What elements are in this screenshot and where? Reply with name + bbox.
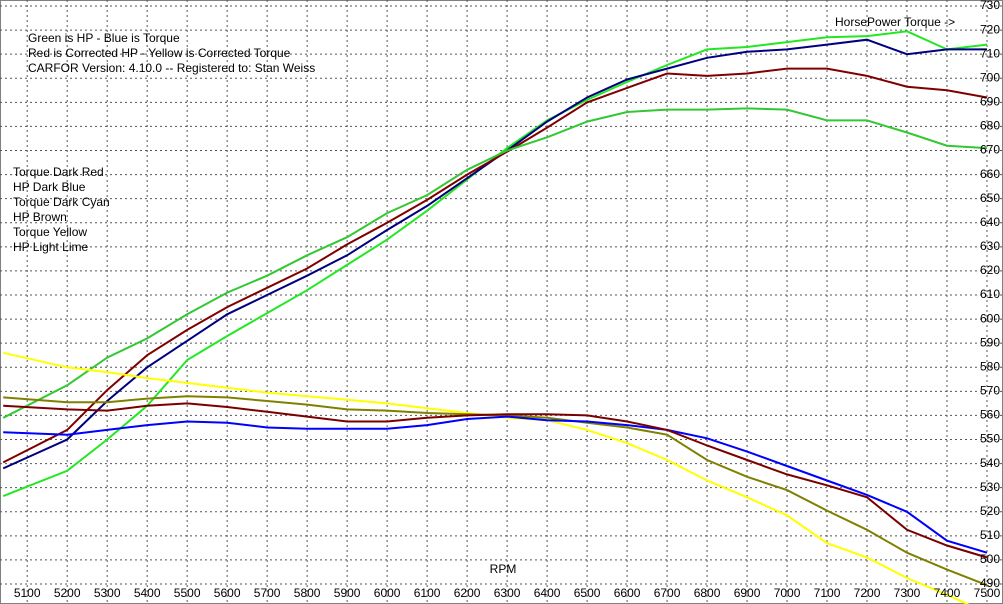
series-line (2, 67, 988, 464)
y-tick-label: 490 (980, 576, 1000, 590)
y-tick-label: 630 (980, 239, 1000, 253)
labels: 490 500 510 520 530 540 550 560 570 580 590 600 610 6… (13, 0, 1001, 600)
plot-lines (2, 30, 988, 604)
x-tick-label: 5500 (174, 586, 201, 600)
x-tick-label: 6600 (614, 586, 641, 600)
x-tick-label: 6900 (734, 586, 761, 600)
legend-text: HP Dark Blue (13, 180, 86, 194)
y-tick-label: 580 (980, 359, 1000, 373)
note: Green is HP - Blue is Torque (28, 31, 180, 45)
x-tick-label: 5300 (94, 586, 121, 600)
y-tick-label: 610 (980, 287, 1000, 301)
x-tick-label: 6400 (534, 586, 561, 600)
x-tick-label: 6300 (494, 586, 521, 600)
y-tick-label: 690 (980, 95, 1000, 109)
y-tick-label: 620 (980, 263, 1000, 277)
series-line (2, 351, 970, 604)
series-line (3, 395, 988, 587)
y-tick-label: 710 (980, 46, 1000, 60)
y-tick-label: 650 (980, 191, 1000, 205)
series-line (2, 30, 988, 498)
x-tick-label: 6500 (574, 586, 601, 600)
y-tick-label: 550 (980, 432, 1000, 446)
legend-text: Torque Dark Cyan (13, 195, 110, 209)
note: Red is Corrected HP - Yellow is Correcte… (28, 46, 291, 60)
y-tick-label: 680 (980, 119, 1000, 133)
y-tick-label: 730 (980, 0, 1000, 12)
y-tick-label: 720 (980, 22, 1000, 36)
series-line (3, 402, 988, 559)
x-tick-label: 7000 (774, 586, 801, 600)
y-tick-label: 530 (980, 480, 1000, 494)
x-tick-label: 5100 (14, 586, 41, 600)
note: CARFOR Version: 4.10.0 -- Registered to:… (28, 61, 315, 75)
y-tick-label: 590 (980, 335, 1000, 349)
y-tick-label: 500 (980, 552, 1000, 566)
x-tick-label: 7200 (854, 586, 881, 600)
y-tick-label: 670 (980, 143, 1000, 157)
legend-text: HP Light Lime (13, 240, 88, 254)
y-tick-label: 700 (980, 70, 1000, 84)
x-tick-label: 7100 (814, 586, 841, 600)
x-tick-label: 6000 (374, 586, 401, 600)
x-tick-label: 5900 (334, 586, 361, 600)
x-tick-label: 7400 (934, 586, 961, 600)
y-tick-label: 520 (980, 504, 1000, 518)
y-tick-label: 600 (980, 311, 1000, 325)
x-tick-label: 5700 (254, 586, 281, 600)
legend-text: HP Brown (13, 210, 67, 224)
y-tick-label: 560 (980, 408, 1000, 422)
x-tick-label: 5800 (294, 586, 321, 600)
series-line (2, 107, 988, 419)
x-tick-label: 6700 (654, 586, 681, 600)
x-axis-label: RPM (490, 562, 517, 576)
x-tick-label: 6800 (694, 586, 721, 600)
x-tick-label: 5400 (134, 586, 161, 600)
x-tick-label: 5600 (214, 586, 241, 600)
y-tick-label: 540 (980, 456, 1000, 470)
y-tick-label: 660 (980, 167, 1000, 181)
legend-text: Torque Dark Red (13, 165, 104, 179)
axis-note: HorsePower Torque -> (835, 15, 955, 29)
x-tick-label: 5200 (54, 586, 81, 600)
legend-text: Torque Yellow (13, 225, 87, 239)
x-tick-label: 6100 (414, 586, 441, 600)
x-tick-label: 7500 (974, 586, 1001, 600)
x-tick-label: 7300 (894, 586, 921, 600)
x-tick-label: 6200 (454, 586, 481, 600)
y-tick-label: 570 (980, 384, 1000, 398)
series-line (3, 415, 988, 554)
y-tick-label: 640 (980, 215, 1000, 229)
y-tick-label: 510 (980, 528, 1000, 542)
